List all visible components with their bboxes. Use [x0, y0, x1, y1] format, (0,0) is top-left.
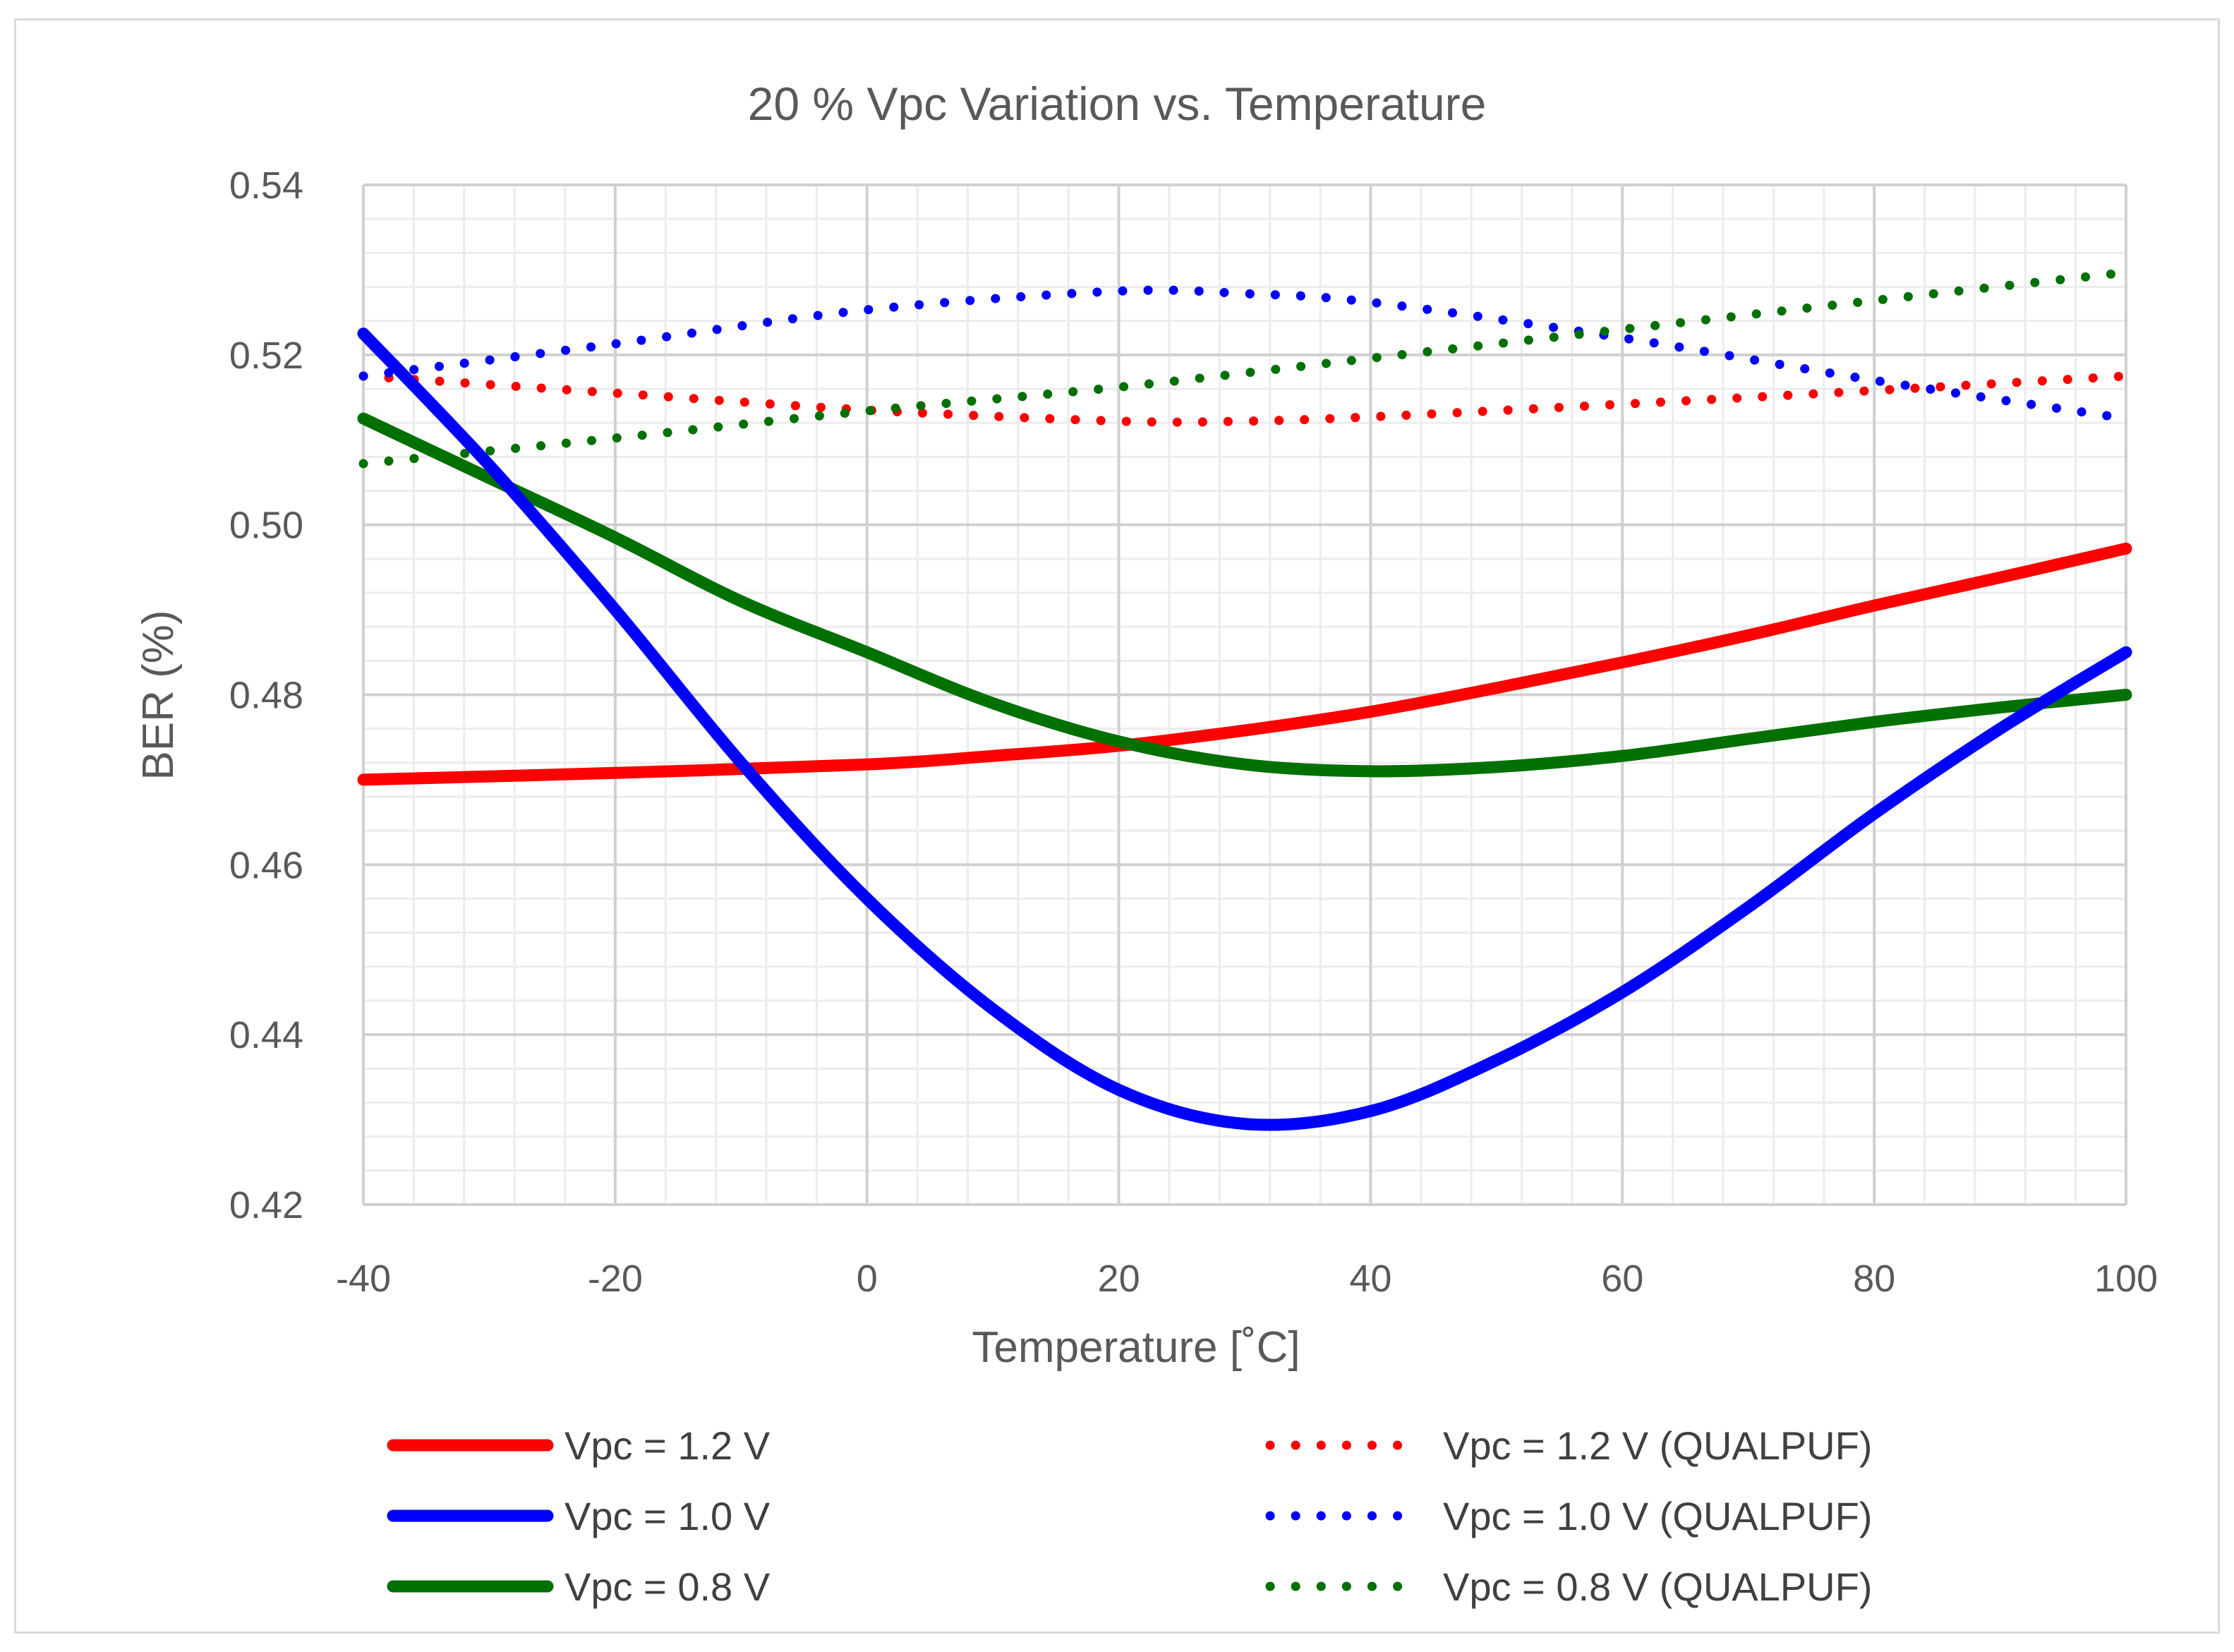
- x-tick-label: 0: [857, 1258, 878, 1300]
- x-tick-label: -40: [336, 1258, 391, 1300]
- y-axis-title: BER (%): [134, 610, 183, 780]
- series-vpc-1-2-v-qualpuf-line: [358, 371, 2131, 427]
- legend: Vpc = 1.2 V Vpc = 1.0 V Vpc = 0.8 V Vpc = 1…: [387, 1423, 1872, 1609]
- x-tick-label: 20: [1098, 1258, 1140, 1300]
- y-tick-label: 0.42: [229, 1184, 303, 1226]
- series-vpc-0-8-v-qualpuf-line: [358, 267, 2131, 469]
- x-tick-label: -20: [588, 1258, 643, 1300]
- x-tick-label: 40: [1349, 1258, 1391, 1300]
- x-tick-label: 60: [1601, 1258, 1643, 1300]
- x-axis-title: Temperature [˚C]: [972, 1323, 1300, 1372]
- legend-vpc-1-0-v-qualpuf-label: Vpc = 1.0 V (QUALPUF): [1443, 1494, 1872, 1538]
- series-vpc-0-8-v-line: [357, 412, 2132, 778]
- legend-vpc-1-2-v-label: Vpc = 1.2 V: [564, 1423, 771, 1468]
- series-vpc-1-2-v-line: [357, 542, 2132, 786]
- chart-title: 20 % Vpc Variation vs. Temperature: [748, 78, 1487, 130]
- legend-vpc-0-8-v-qualpuf-label: Vpc = 0.8 V (QUALPUF): [1443, 1564, 1872, 1609]
- series-layer: [357, 267, 2132, 1131]
- y-tick-label: 0.54: [229, 164, 303, 207]
- y-tick-label: 0.50: [229, 505, 303, 547]
- series-vpc-1-0-v-line: [357, 327, 2132, 1131]
- x-tick-label: 80: [1853, 1258, 1895, 1300]
- legend-vpc-1-2-v-qualpuf-label: Vpc = 1.2 V (QUALPUF): [1443, 1423, 1872, 1468]
- y-tick-label: 0.48: [229, 675, 303, 717]
- x-tick-labels: -40 -20 0 20 40 60 80 100: [336, 1258, 2158, 1300]
- y-tick-label: 0.52: [229, 334, 303, 377]
- y-tick-labels: 0.54 0.52 0.50 0.48 0.46 0.44 0.42: [229, 164, 303, 1226]
- y-tick-label: 0.44: [229, 1014, 303, 1056]
- x-tick-label: 100: [2094, 1258, 2158, 1300]
- legend-vpc-1-0-v-label: Vpc = 1.0 V: [564, 1494, 771, 1538]
- legend-vpc-0-8-v-label: Vpc = 0.8 V: [564, 1564, 771, 1609]
- y-tick-label: 0.46: [229, 844, 303, 886]
- major-gridlines: [362, 183, 2127, 1206]
